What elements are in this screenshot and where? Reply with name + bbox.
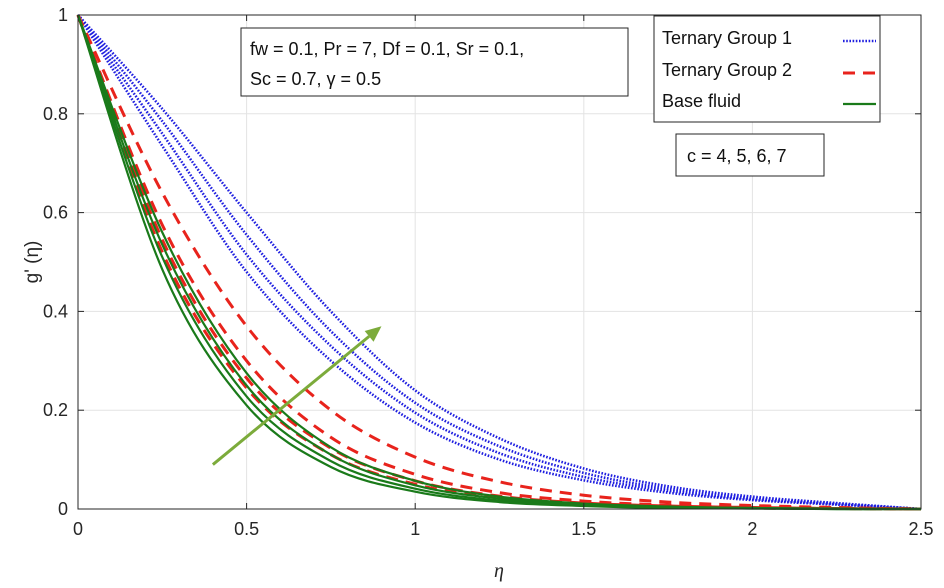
c-values-box: c = 4, 5, 6, 7: [675, 133, 825, 177]
series-1-curve-1: [76, 14, 922, 511]
legend: Ternary Group 1 Ternary Group 2 Base flu…: [653, 15, 881, 123]
y-tick-label: 0: [58, 499, 68, 519]
y-axis-label: g' (η): [22, 241, 43, 284]
legend-label-ternary-group-2: Ternary Group 2: [662, 60, 792, 80]
series-1-curve-2: [76, 14, 922, 511]
x-tick-label: 0.5: [234, 519, 259, 539]
legend-frame: [653, 15, 881, 123]
x-tick-label: 1: [410, 519, 420, 539]
growth-arrow-head: [364, 326, 382, 342]
axis-ticks: 0 0.5 1 1.5 2 2.5 0 0.2 0.4 0.6 0.8 1: [43, 5, 934, 539]
growth-arrow-line: [211, 335, 371, 466]
series-1-curve-3: [76, 14, 922, 511]
series-3-curve-4: [76, 14, 922, 511]
x-tick-label: 2: [747, 519, 757, 539]
parameter-line-1: fw = 0.1, Pr = 7, Df = 0.1, Sr = 0.1,: [250, 39, 524, 59]
c-values-label: c = 4, 5, 6, 7: [687, 146, 787, 166]
parameter-box: fw = 0.1, Pr = 7, Df = 0.1, Sr = 0.1, Sc…: [240, 27, 629, 97]
x-tick-label: 0: [73, 519, 83, 539]
y-tick-label: 1: [58, 5, 68, 25]
growth-arrow: [211, 326, 382, 466]
y-tick-label: 0.2: [43, 400, 68, 420]
c-values-box-frame: [675, 133, 825, 177]
legend-label-base-fluid: Base fluid: [662, 91, 741, 111]
x-tick-label: 2.5: [908, 519, 933, 539]
y-tick-label: 0.8: [43, 104, 68, 124]
series-2-curve-4: [76, 14, 922, 511]
series-1-curve-4: [77, 14, 922, 511]
parameter-line-2: Sc = 0.7, γ = 0.5: [250, 69, 381, 89]
y-tick-label: 0.4: [43, 301, 68, 321]
y-tick-label: 0.6: [43, 203, 68, 223]
plot-area-border: [77, 14, 922, 510]
x-axis-label: η: [494, 560, 504, 582]
x-tick-label: 1.5: [571, 519, 596, 539]
parameter-box-frame: [240, 27, 629, 97]
legend-label-ternary-group-1: Ternary Group 1: [662, 28, 792, 48]
